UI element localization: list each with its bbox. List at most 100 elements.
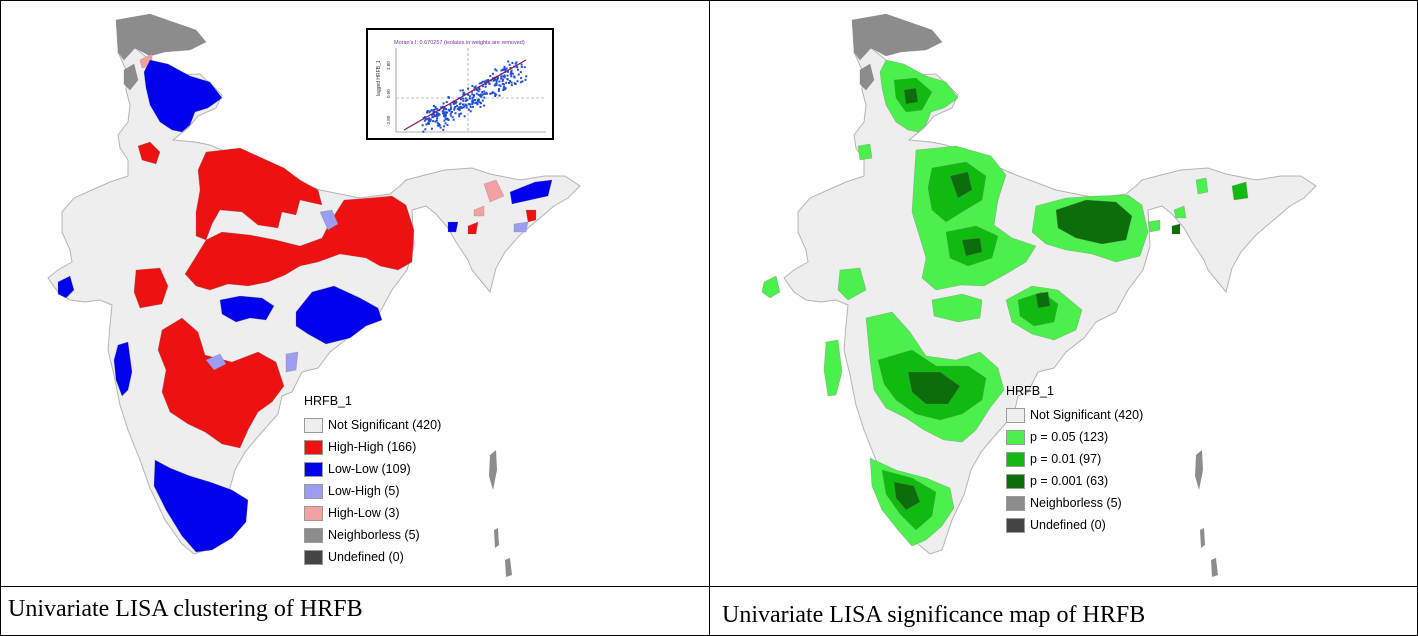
moran-point: [437, 124, 440, 127]
moran-point: [435, 111, 438, 114]
moran-point: [507, 60, 510, 63]
moran-point: [427, 122, 430, 125]
moran-point: [428, 111, 431, 114]
moran-point: [492, 79, 495, 82]
moran-point: [447, 108, 450, 111]
moran-point: [462, 93, 465, 96]
moran-point: [442, 128, 445, 131]
moran-point: [424, 116, 427, 119]
lisa-cluster-map: [47, 13, 581, 577]
moran-point: [501, 68, 504, 71]
moran-point: [501, 83, 504, 85]
moran-point: [478, 101, 481, 104]
moran-point: [463, 105, 466, 108]
moran-point: [460, 112, 462, 115]
low-low-region: [447, 221, 459, 233]
moran-point: [454, 112, 457, 115]
moran-point: [471, 105, 474, 108]
high-low-region: [483, 179, 505, 203]
moran-point: [525, 75, 528, 78]
moran-point: [503, 67, 506, 70]
moran-point: [480, 102, 482, 105]
moran-point: [500, 77, 503, 80]
moran-point: [497, 89, 500, 92]
legend-swatch: [1006, 473, 1025, 489]
legend-swatch: [1006, 407, 1025, 423]
moran-point: [509, 73, 512, 76]
moran-point: [520, 77, 523, 80]
moran-point: [471, 93, 474, 96]
moran-point: [460, 98, 462, 101]
moran-point: [431, 113, 433, 116]
low-high-region: [513, 221, 529, 233]
moran-point: [489, 92, 492, 95]
moran-point: [471, 97, 474, 100]
moran-point: [496, 78, 499, 81]
legend-title: HRFB_1: [1006, 384, 1054, 398]
moran-regression-line: [403, 59, 527, 131]
moran-point: [479, 105, 482, 108]
p05-region: [931, 293, 983, 323]
moran-point: [514, 82, 516, 85]
moran-point: [458, 107, 461, 110]
p001-region: [1035, 291, 1051, 309]
high-high-region: [184, 195, 415, 291]
moran-point: [520, 66, 523, 68]
moran-point: [463, 92, 466, 95]
moran-point: [491, 77, 494, 80]
legend-label: p = 0.05 (123): [1030, 430, 1109, 444]
moran-point: [496, 76, 499, 79]
moran-point: [471, 85, 474, 87]
moran-point: [481, 99, 484, 102]
moran-point: [474, 99, 476, 101]
moran-point: [462, 106, 465, 109]
moran-y-tick-mid: 0.00: [386, 89, 391, 98]
neighborless-region: [851, 13, 943, 61]
caption-separator-left: [0, 586, 709, 587]
legend-item: Low-High (5): [304, 480, 441, 502]
left-caption: Univariate LISA clustering of HRFB: [8, 596, 363, 622]
moran-point: [431, 116, 434, 119]
p001-region: [1171, 223, 1181, 235]
moran-point: [438, 124, 441, 127]
moran-point: [464, 99, 467, 102]
moran-point: [517, 73, 520, 76]
legend-label: p = 0.01 (97): [1030, 452, 1102, 466]
moran-point: [432, 109, 435, 111]
legend-item: Not Significant (420): [304, 414, 441, 436]
legend-label: Neighborless (5): [1030, 496, 1122, 510]
moran-y-label: lagged HRFB_1: [376, 60, 382, 96]
moran-point: [461, 106, 463, 109]
moran-point: [429, 118, 432, 121]
legend-label: Low-High (5): [328, 484, 400, 498]
legend-swatch: [304, 417, 323, 433]
moran-point: [433, 115, 436, 118]
high-high-region: [137, 141, 161, 165]
moran-point: [510, 75, 513, 78]
moran-point: [508, 63, 511, 66]
lisa-significance-map: [761, 13, 1317, 577]
moran-point: [517, 68, 519, 71]
moran-point: [495, 80, 498, 83]
moran-point: [446, 111, 449, 114]
legend-item: Neighborless (5): [1006, 492, 1143, 514]
moran-point: [436, 122, 439, 125]
legend-items: Not Significant (420) p = 0.05 (123) p = 0…: [1006, 404, 1143, 536]
moran-point: [458, 108, 461, 111]
moran-point: [448, 109, 451, 112]
moran-point: [519, 71, 522, 74]
legend-label: p = 0.001 (63): [1030, 474, 1109, 488]
moran-point: [502, 85, 505, 88]
moran-point: [434, 106, 437, 108]
moran-point: [447, 118, 449, 121]
moran-point: [472, 101, 474, 104]
moran-point: [523, 66, 526, 69]
p001-region: [1055, 199, 1133, 245]
india-outline: [761, 13, 1317, 577]
p05-region: [1195, 177, 1209, 195]
moran-point: [444, 115, 447, 118]
moran-point: [519, 81, 522, 84]
p05-region: [837, 267, 867, 301]
moran-point: [471, 103, 474, 105]
moran-point: [426, 117, 429, 120]
